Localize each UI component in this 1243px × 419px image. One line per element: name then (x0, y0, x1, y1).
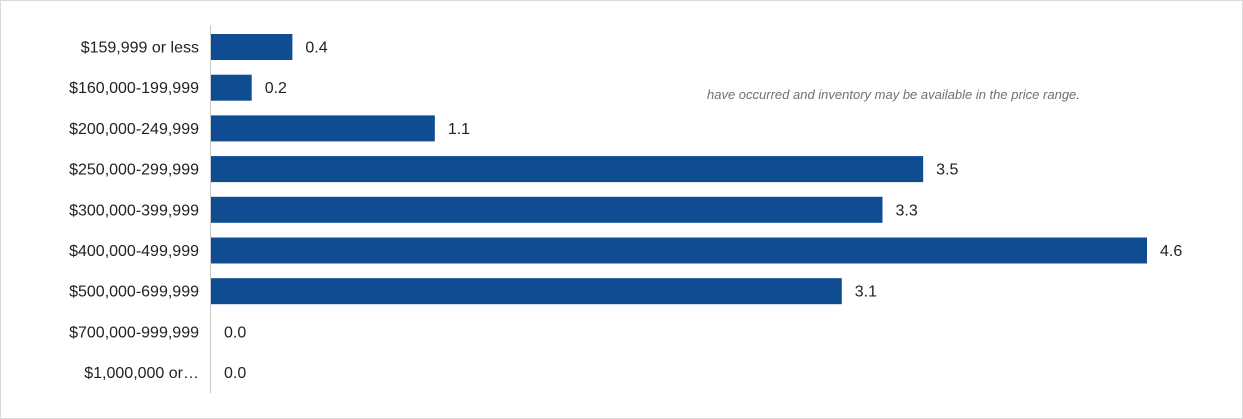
data-label: 0.0 (224, 324, 246, 341)
data-label: 0.4 (305, 40, 327, 57)
bar (211, 278, 842, 305)
category-label: $160,000-199,999 (69, 80, 199, 97)
category-label: $250,000-299,999 (69, 162, 199, 179)
category-label: $400,000-499,999 (69, 243, 199, 260)
bars (211, 34, 1147, 305)
bar (211, 196, 883, 223)
data-label: 3.5 (936, 162, 958, 179)
data-label: 4.6 (1160, 243, 1182, 260)
chart-note: have occurred and inventory may be avail… (707, 87, 1080, 102)
category-label: $159,999 or less (81, 40, 199, 57)
category-label: $200,000-249,999 (69, 121, 199, 138)
category-label: $300,000-399,999 (69, 202, 199, 219)
data-label: 3.3 (895, 202, 917, 219)
bar (211, 74, 252, 101)
bar (211, 34, 293, 60)
category-label: $500,000-699,999 (69, 284, 199, 301)
category-label: $1,000,000 or… (84, 365, 199, 382)
category-label: $700,000-999,999 (69, 324, 199, 341)
bar (211, 237, 1147, 264)
bar (211, 115, 435, 142)
category-labels: $159,999 or less $160,000-199,999 $200,000… (69, 40, 199, 383)
data-label: 0.0 (224, 365, 246, 382)
data-label: 3.1 (855, 284, 877, 301)
data-label: 0.2 (265, 80, 287, 97)
value-labels: 0.4 0.2 1.1 3.5 3.3 4.6 3.1 0.0 0.0 (224, 40, 1182, 383)
data-label: 1.1 (448, 121, 470, 138)
bar (211, 156, 924, 183)
